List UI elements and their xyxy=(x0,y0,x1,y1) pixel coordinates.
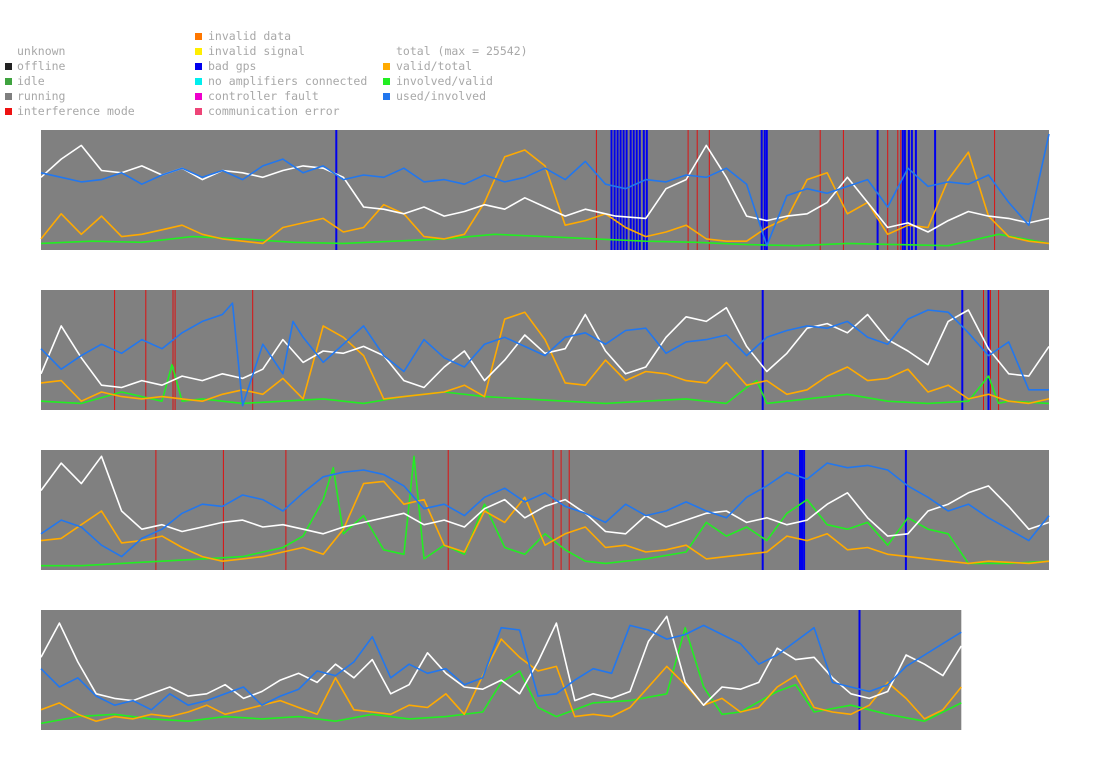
series-line-valid-total xyxy=(40,149,1050,245)
legend-label-total: total (max = 25542) xyxy=(396,44,528,58)
series-line-valid-total xyxy=(40,638,962,723)
legend-label-valid-total: valid/total xyxy=(396,59,473,73)
legend-label-communication-error: communication error xyxy=(208,104,340,118)
series-line-total xyxy=(40,144,1050,233)
chart-panel-3 xyxy=(40,450,1050,570)
panel-background xyxy=(41,130,1049,250)
legend-swatch-no-amplifiers xyxy=(195,78,202,85)
series-line-involved-valid xyxy=(40,363,1050,405)
legend-swatch-valid-total xyxy=(383,63,390,70)
series-line-total xyxy=(40,455,1050,537)
legend-label-bad-gps: bad gps xyxy=(208,59,257,73)
series-line-used-involved xyxy=(40,133,1050,247)
series-line-involved-valid xyxy=(40,626,962,725)
series-line-used-involved xyxy=(40,302,1049,407)
series-line-used-involved xyxy=(40,462,1050,558)
legend-swatch-running xyxy=(5,93,12,100)
legend-label-idle: idle xyxy=(17,74,45,88)
legend-label-invalid-data: invalid data xyxy=(208,29,292,43)
legend-label-invalid-signal: invalid signal xyxy=(208,44,305,58)
legend-label-running: running xyxy=(17,89,66,103)
legend-swatch-offline xyxy=(5,63,12,70)
legend-label-unknown: unknown xyxy=(17,44,66,58)
legend-label-involved-valid: involved/valid xyxy=(396,74,493,88)
legend-label-used-involved: used/involved xyxy=(396,89,487,103)
series-line-total xyxy=(40,615,962,707)
legend-swatch-interference-mode xyxy=(5,108,12,115)
legend-swatch-invalid-data xyxy=(195,33,202,40)
panel-background xyxy=(41,290,1049,410)
legend-swatch-controller-fault xyxy=(195,93,202,100)
series-line-valid-total xyxy=(40,311,1050,405)
legend-label-no-amplifiers: no amplifiers connected xyxy=(208,74,368,88)
legend-swatch-communication-error xyxy=(195,108,202,115)
legend-label-controller-fault: controller fault xyxy=(208,89,319,103)
series-line-used-involved xyxy=(40,624,962,711)
chart-panel-4 xyxy=(40,610,962,730)
chart-panel-1 xyxy=(40,130,1050,250)
series-line-involved-valid xyxy=(40,233,1050,247)
series-line-total xyxy=(40,306,1050,389)
legend-label-offline: offline xyxy=(17,59,66,73)
legend-label-interference-mode: interference mode xyxy=(17,104,135,118)
series-line-involved-valid xyxy=(41,455,1050,567)
panel-background xyxy=(41,450,1049,570)
legend-swatch-invalid-signal xyxy=(195,48,202,55)
legend-swatch-involved-valid xyxy=(383,78,390,85)
legend-swatch-used-involved xyxy=(383,93,390,100)
chart-panel-2 xyxy=(40,290,1050,410)
legend-swatch-idle xyxy=(5,78,12,85)
legend-swatch-bad-gps xyxy=(195,63,202,70)
series-line-valid-total xyxy=(40,480,1050,565)
